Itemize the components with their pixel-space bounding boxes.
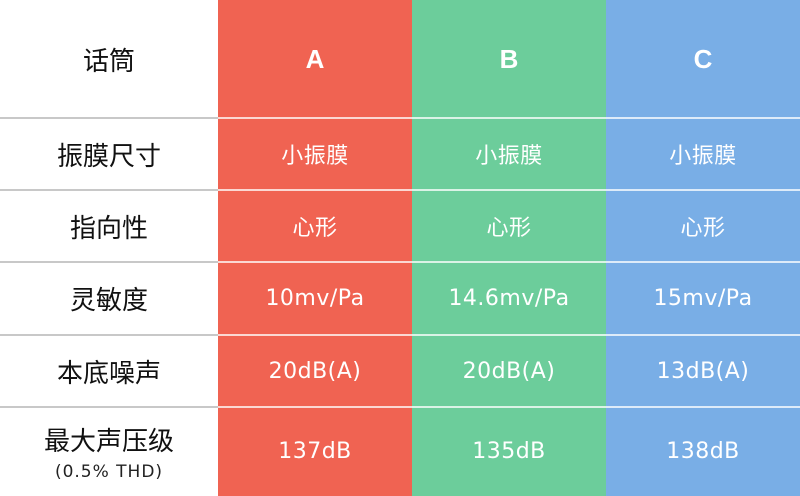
column-background <box>218 0 412 496</box>
value-cell: 心形 <box>606 190 800 262</box>
header-cell: A <box>218 0 412 118</box>
row-label: 振膜尺寸 <box>56 141 161 172</box>
value-text: 心形 <box>680 216 726 241</box>
row-separator <box>218 117 800 119</box>
row-separator <box>0 334 218 336</box>
value-cell: 15mv/Pa <box>606 262 800 335</box>
value-cell: 小振膜 <box>218 118 412 190</box>
value-text: 138dB <box>666 439 740 464</box>
row-label-cell: 最大声压级 (0.5% THD) <box>0 407 218 496</box>
row-separator <box>218 406 800 408</box>
value-text: 20dB(A) <box>462 358 556 384</box>
value-text: 10mv/Pa <box>265 286 365 311</box>
value-text: 心形 <box>292 216 338 241</box>
row-label: 本底噪声 <box>56 358 161 389</box>
value-text: 心形 <box>486 216 532 241</box>
row-separator <box>0 261 218 263</box>
value-cell: 13dB(A) <box>606 335 800 407</box>
column-background <box>412 0 606 496</box>
value-text: 15mv/Pa <box>653 286 753 311</box>
value-cell: 14.6mv/Pa <box>412 262 606 335</box>
value-text: 14.6mv/Pa <box>448 286 570 311</box>
value-text: 137dB <box>278 439 352 464</box>
value-cell: 135dB <box>412 407 606 496</box>
row-separator <box>0 189 218 191</box>
value-text: 135dB <box>472 439 546 464</box>
header-cell: B <box>412 0 606 118</box>
value-text: 小振膜 <box>281 144 349 169</box>
value-cell: 小振膜 <box>606 118 800 190</box>
row-label: 最大声压级 <box>43 427 174 457</box>
row-label-cell: 本底噪声 <box>0 335 218 407</box>
header-cell: C <box>606 0 800 118</box>
value-text: 小振膜 <box>669 144 737 169</box>
row-label: 指向性 <box>69 213 148 244</box>
value-cell: 小振膜 <box>412 118 606 190</box>
value-text: 小振膜 <box>475 144 543 169</box>
corner-label: 话筒 <box>82 46 135 77</box>
value-cell: 20dB(A) <box>412 335 606 407</box>
row-label: 灵敏度 <box>69 286 148 316</box>
value-cell: 心形 <box>412 190 606 262</box>
value-cell: 10mv/Pa <box>218 262 412 335</box>
row-note: (0.5% THD) <box>54 462 164 482</box>
row-separator <box>218 261 800 263</box>
header-label: B <box>499 43 519 74</box>
row-label-cell: 振膜尺寸 <box>0 118 218 190</box>
row-separator <box>218 334 800 336</box>
value-cell: 20dB(A) <box>218 335 412 407</box>
header-label: A <box>305 43 325 74</box>
value-text: 20dB(A) <box>268 358 362 384</box>
row-separator <box>0 117 218 119</box>
row-separator <box>0 406 218 408</box>
value-cell: 137dB <box>218 407 412 496</box>
header-label: C <box>693 43 713 74</box>
value-text: 13dB(A) <box>656 358 750 384</box>
row-label-cell: 灵敏度 <box>0 262 218 335</box>
value-cell: 心形 <box>218 190 412 262</box>
row-label-cell: 指向性 <box>0 190 218 262</box>
value-cell: 138dB <box>606 407 800 496</box>
column-background <box>606 0 800 496</box>
row-separator <box>218 189 800 191</box>
corner-cell: 话筒 <box>0 0 218 118</box>
